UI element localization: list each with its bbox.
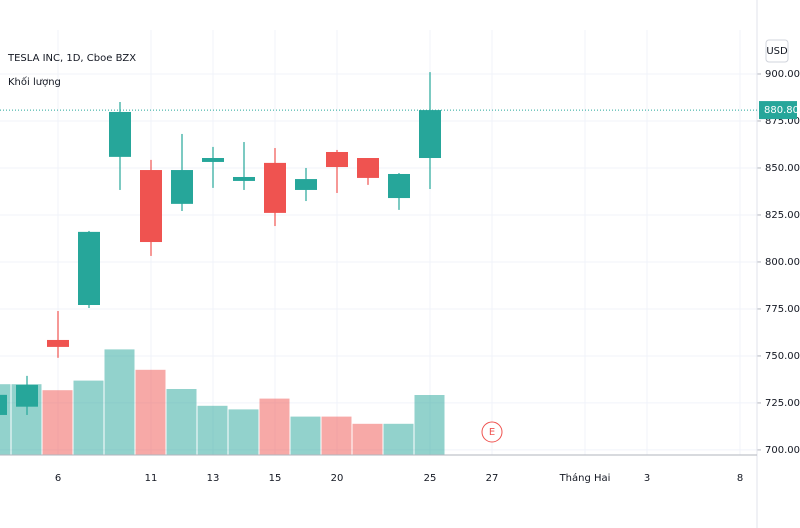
volume-bar	[414, 395, 445, 455]
y-tick-label: 825.00	[765, 210, 800, 221]
currency-box[interactable]	[765, 39, 789, 63]
volume-bar	[197, 405, 228, 455]
x-tick-label: 27	[486, 473, 499, 484]
y-tick-label: 700.00	[765, 445, 800, 456]
volume-bar	[0, 384, 11, 455]
chart-subtitle: Khối lượng	[8, 76, 61, 88]
earnings-label: E	[489, 427, 495, 438]
y-tick-label: 725.00	[765, 398, 800, 409]
x-tick-label: 3	[644, 473, 650, 484]
candle-body	[47, 339, 69, 347]
earnings-marker[interactable]	[481, 421, 503, 443]
volume-bar	[73, 380, 104, 455]
volume-bar	[290, 416, 321, 455]
x-tick-label: 13	[207, 473, 220, 484]
x-tick-label: 8	[737, 473, 743, 484]
volume-bar	[321, 416, 352, 455]
candle-body	[16, 384, 38, 407]
chart-title: TESLA INC, 1D, Cboe BZX	[7, 53, 136, 64]
y-tick-label: 800.00	[765, 257, 800, 268]
y-tick-label: 775.00	[765, 304, 800, 315]
candle-body	[326, 151, 348, 168]
candle-body	[171, 170, 193, 204]
x-tick-label: 15	[269, 473, 282, 484]
candle-body	[0, 394, 7, 415]
volume-bar	[259, 398, 290, 455]
volume-bar	[166, 389, 197, 455]
candle-body	[78, 231, 100, 305]
last-price-box	[759, 101, 797, 120]
volume-bar	[383, 423, 414, 455]
volume-bar	[135, 369, 166, 455]
y-tick-label: 900.00	[765, 69, 800, 80]
volume-bar	[42, 390, 73, 455]
x-tick-label: 11	[145, 473, 158, 484]
candle-body	[264, 162, 286, 213]
currency[interactable]: USD	[766, 46, 788, 57]
volume-bar	[352, 423, 383, 455]
candle-body	[419, 110, 441, 159]
volume-bar	[104, 349, 135, 455]
volume-bar	[228, 409, 259, 455]
y-tick-label: 875.00	[765, 116, 800, 127]
candle-body	[140, 170, 162, 243]
candle-body	[388, 173, 410, 199]
candle-body	[295, 179, 317, 190]
candle-body	[233, 176, 255, 181]
x-tick-label: 20	[331, 473, 344, 484]
candle-body	[202, 158, 224, 162]
x-tick-label: 25	[424, 473, 437, 484]
last-price-label: 880.80	[764, 105, 799, 116]
y-tick-label: 750.00	[765, 351, 800, 362]
x-tick-label: 6	[55, 473, 61, 484]
x-tick-label: Tháng Hai	[559, 472, 611, 484]
y-tick-label: 850.00	[765, 163, 800, 174]
candle-body	[357, 158, 379, 178]
candle-body	[109, 111, 131, 157]
